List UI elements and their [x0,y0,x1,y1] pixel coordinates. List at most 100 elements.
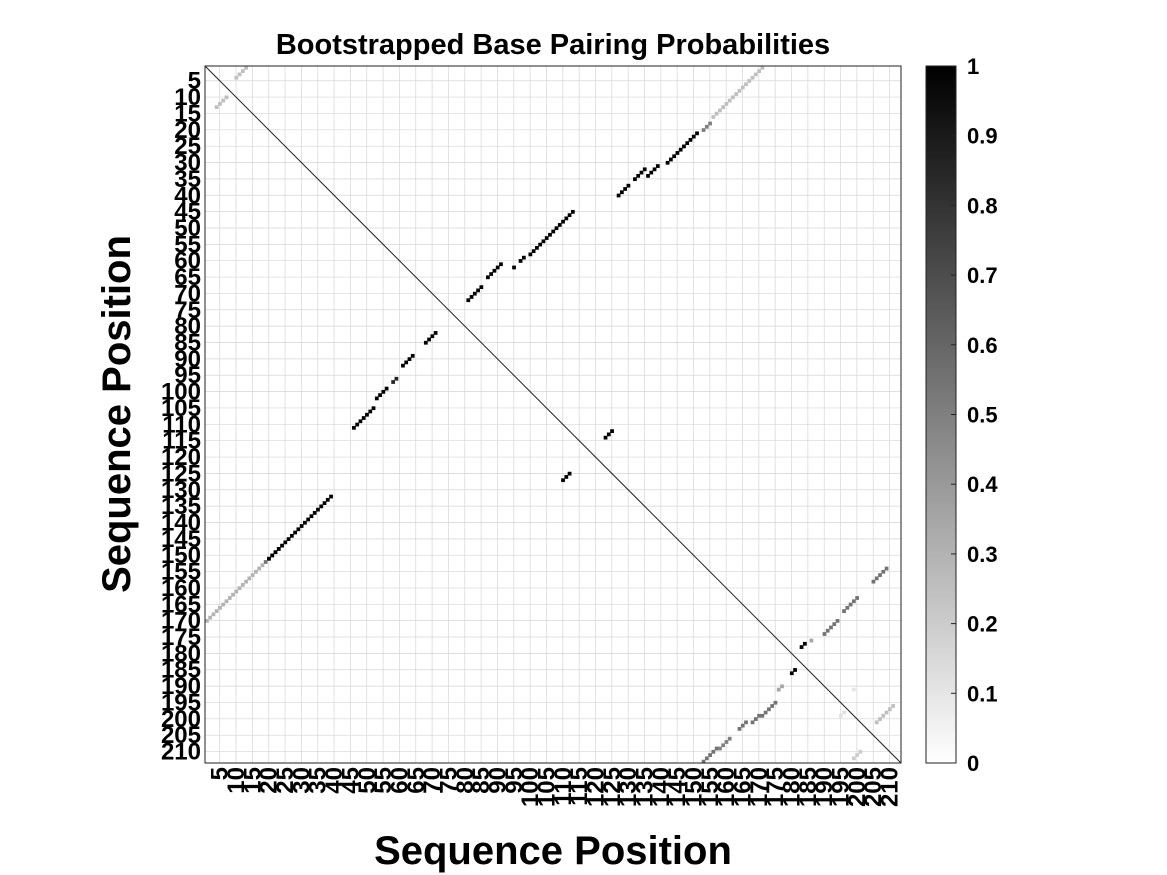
colorbar-tick-label: 0 [967,751,979,776]
pairing-cell [643,167,647,171]
colorbar-tick-label: 0.7 [967,263,998,288]
pairing-cell [391,380,395,384]
pairing-cell [221,603,225,607]
colorbar-tick-label: 0.8 [967,193,998,218]
pairing-cell [205,619,209,623]
pairing-cell [715,747,719,751]
pairing-cell [290,534,294,538]
x-tick-label: 210 [877,767,904,807]
y-tick-label: 210 [161,739,201,766]
pairing-cell [316,508,320,512]
pairing-cell [545,236,549,240]
pairing-cell [228,596,232,600]
pairing-cell [283,540,287,544]
pairing-cell [254,570,258,574]
pairing-cell [355,423,359,427]
pairing-cell [649,171,653,175]
pairing-cell [303,521,307,525]
pairing-cell [888,707,892,711]
pairing-cell [225,95,229,99]
pairing-cell [247,576,251,580]
pairing-cell [568,213,572,217]
pairing-cell [702,128,706,132]
pairing-cell [241,69,245,73]
pairing-cell [244,580,248,584]
pairing-cell [404,361,408,365]
pairing-cell [872,580,876,584]
pairing-cell [656,164,660,168]
pairing-cell [734,92,738,96]
pairing-cell [685,141,689,145]
pairing-cell [855,596,859,600]
pairing-cell [362,416,366,420]
pairing-cell [238,73,242,77]
pairing-cell [561,220,565,224]
pairing-cell [754,73,758,77]
pairing-cell [627,184,631,188]
colorbar-tick-label: 0.6 [967,333,998,358]
pairing-cell [241,583,245,587]
pairing-cell [208,616,212,620]
pairing-cell [751,720,755,724]
pairing-cell [829,626,833,630]
pairing-cell [359,419,363,423]
pairing-cell [571,210,575,214]
pairing-cell [368,410,372,414]
pairing-cell [849,603,853,607]
pairing-cell [705,756,709,760]
pairing-cell [715,112,719,116]
pairing-cell [365,413,369,417]
pairing-cell [466,298,470,302]
pairing-cell [633,177,637,181]
x-axis-label: Sequence Position [374,829,732,873]
pairing-cell [620,190,624,194]
pairing-cell [535,246,539,250]
colorbar-tick-label: 1 [967,54,979,79]
pairing-cell [859,750,863,754]
pairing-cell [832,622,836,626]
pairing-cell [747,79,751,83]
pairing-cell [532,249,536,253]
pairing-cell [725,102,729,106]
pairing-cell [682,145,686,149]
pairing-cell [711,750,715,754]
pairing-cell [244,66,248,70]
pairing-cell [528,253,532,257]
pairing-cell [323,501,327,505]
pairing-cell [277,547,281,551]
pairing-cell [875,720,879,724]
pairing-cell [401,364,405,368]
pairing-cell [274,550,278,554]
pairing-cell [725,740,729,744]
pairing-cell [836,619,840,623]
pairing-cell [774,701,778,705]
pairing-cell [790,671,794,675]
pairing-cell [476,289,480,293]
pairing-cell [604,436,608,440]
pairing-cell [852,688,856,692]
pairing-cell [561,478,565,482]
pairing-cell [434,331,438,335]
pairing-cell [381,390,385,394]
pairing-cell [313,511,317,515]
pairing-cell [212,612,216,616]
pairing-cell [666,161,670,165]
pairing-cell [310,514,314,518]
pairing-cell [810,639,814,643]
pairing-cell [218,606,222,610]
colorbar-tick-label: 0.2 [967,612,998,637]
pairing-cell [718,109,722,113]
pairing-cell [264,560,268,564]
pairing-cell [395,377,399,381]
pairing-cell [793,668,797,672]
pairing-cell [823,632,827,636]
pairing-cell [424,341,428,345]
pairing-cell [519,259,523,263]
pairing-cell [845,606,849,610]
pairing-cell [496,266,500,270]
pairing-cell [777,688,781,692]
pairing-cell [287,537,291,541]
colorbar-tick-label: 0.3 [967,542,998,567]
pairing-cell [473,292,477,296]
